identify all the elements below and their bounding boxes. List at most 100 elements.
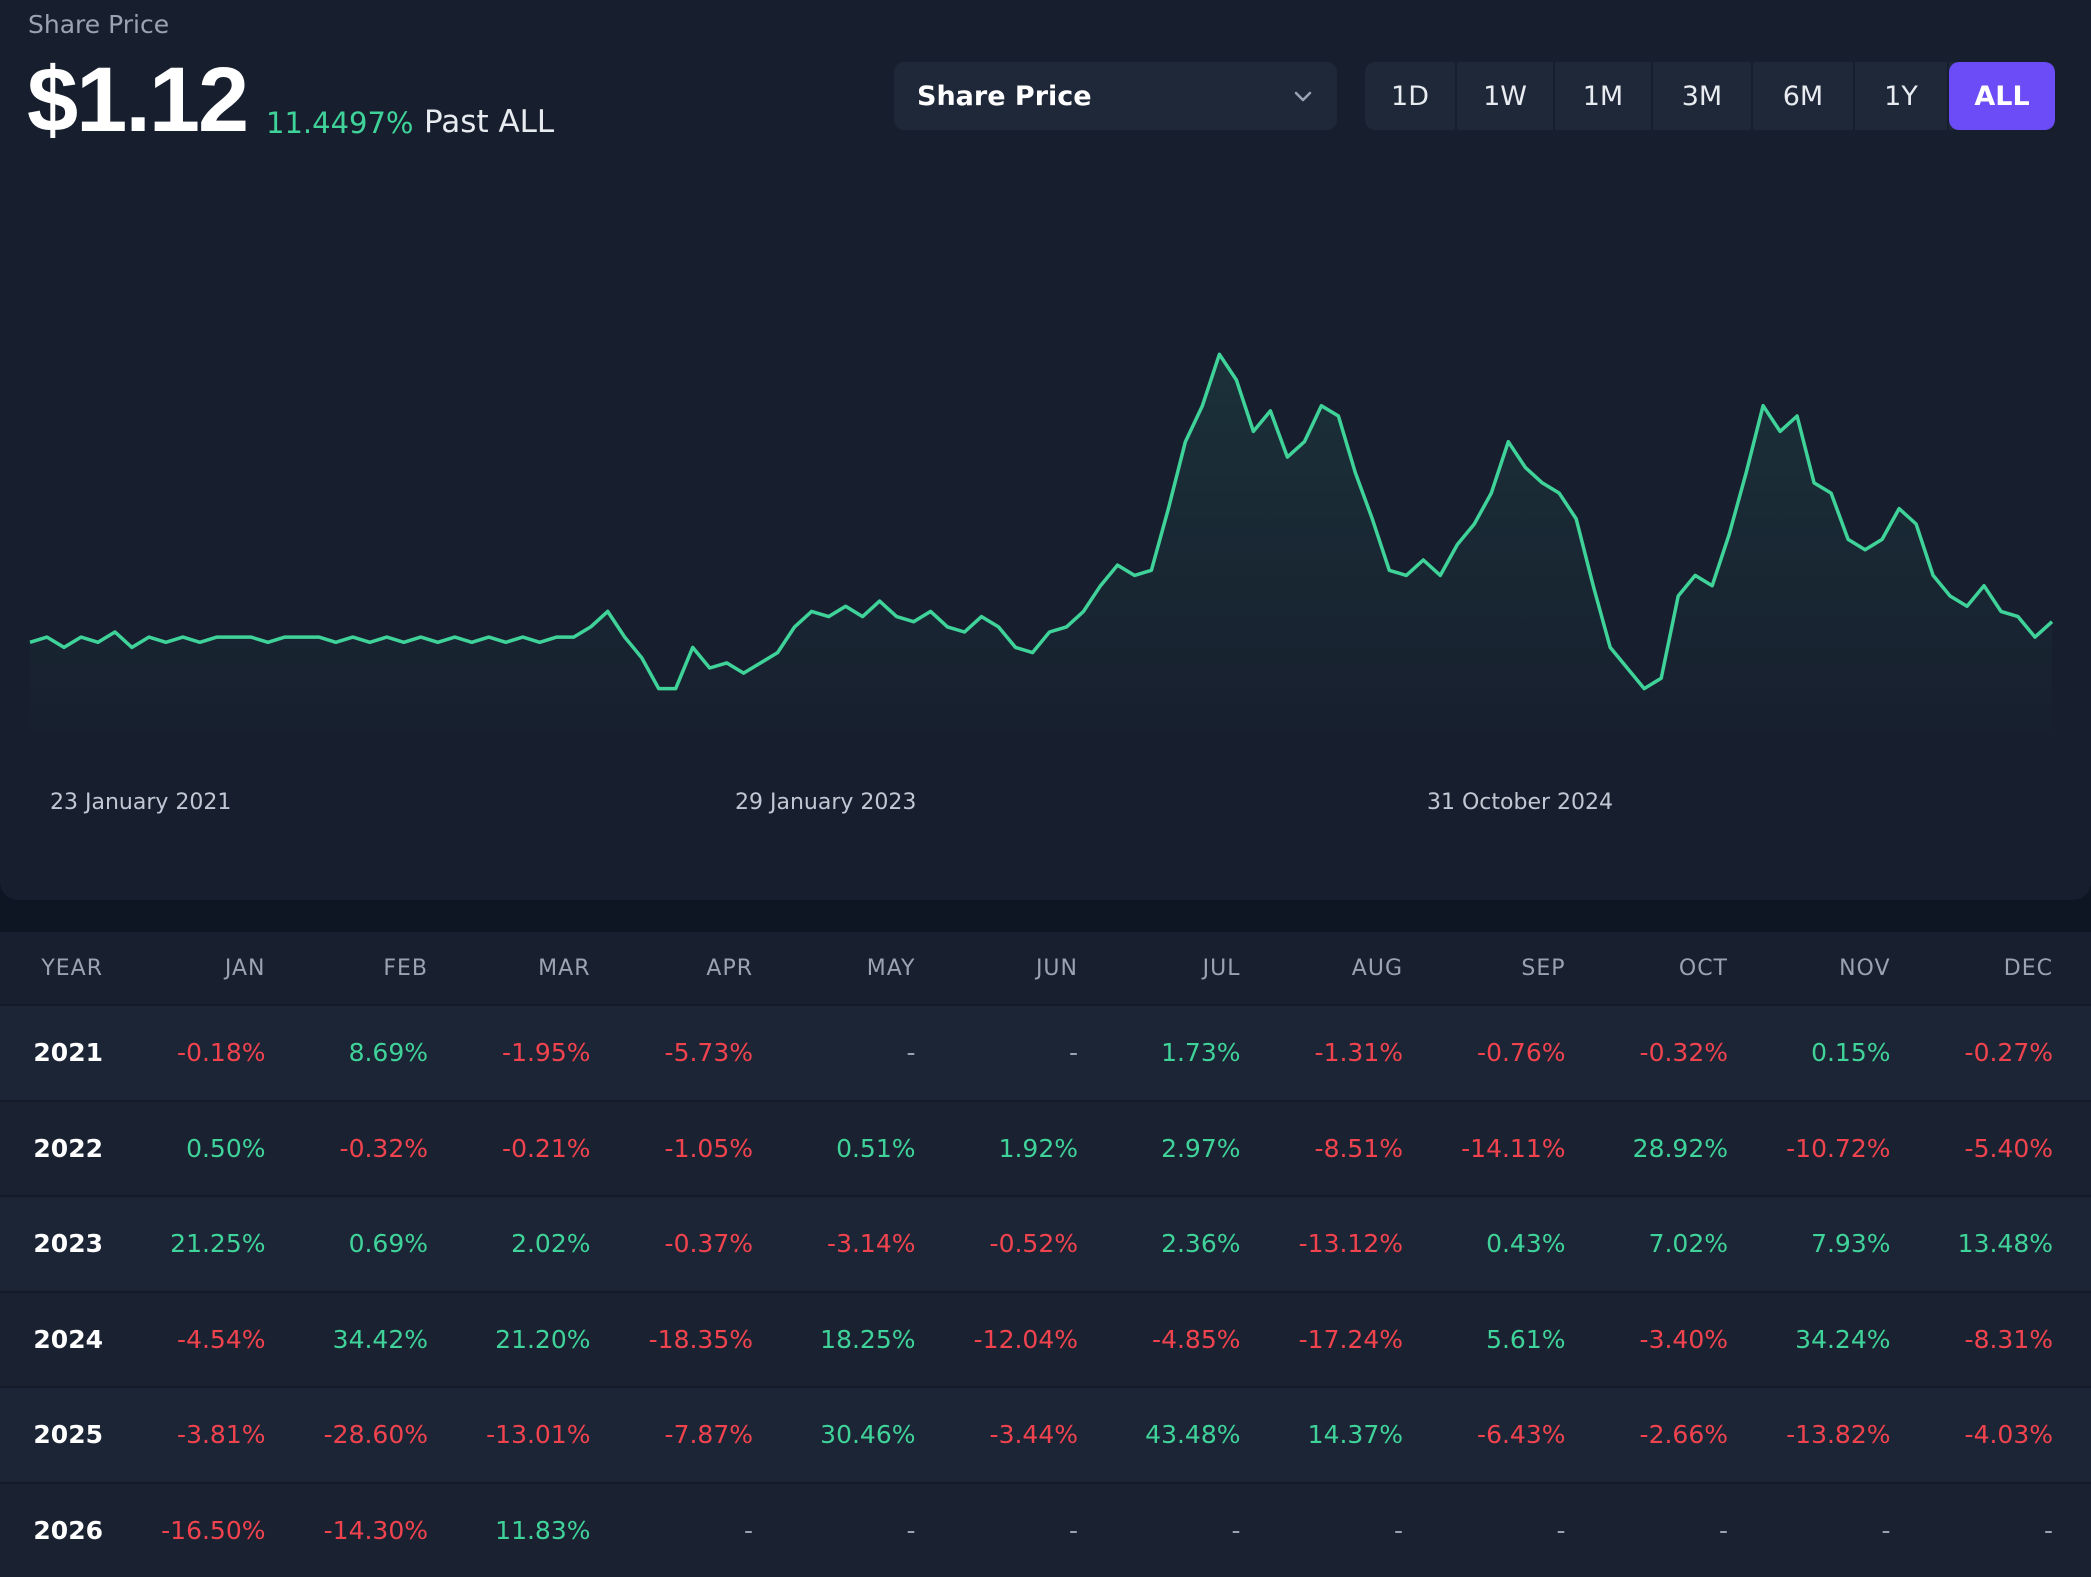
year-cell: 2024	[0, 1325, 103, 1354]
return-cell: -	[1403, 1516, 1566, 1545]
header-month: MAR	[428, 956, 591, 981]
header-month: JUN	[916, 956, 1079, 981]
return-cell: 13.48%	[1891, 1229, 2054, 1258]
return-cell: -10.72%	[1728, 1134, 1891, 1163]
table-row: 2025-3.81%-28.60%-13.01%-7.87%30.46%-3.4…	[0, 1386, 2091, 1482]
return-cell: -0.32%	[1566, 1038, 1729, 1067]
return-cell: 0.50%	[103, 1134, 266, 1163]
return-cell: -0.37%	[591, 1229, 754, 1258]
header-month: JUL	[1078, 956, 1241, 981]
header-month: OCT	[1566, 956, 1729, 981]
share-price-chart: 23 January 2021 29 January 2023 31 Octob…	[0, 180, 2091, 830]
return-cell: 5.61%	[1403, 1325, 1566, 1354]
return-cell: 21.25%	[103, 1229, 266, 1258]
return-cell: 21.20%	[428, 1325, 591, 1354]
return-cell: -	[753, 1038, 916, 1067]
return-cell: -13.12%	[1241, 1229, 1404, 1258]
range-1y-button[interactable]: 1Y	[1855, 62, 1949, 130]
metric-dropdown-value: Share Price	[917, 81, 1092, 112]
return-cell: -6.43%	[1403, 1420, 1566, 1449]
chart-area-fill	[30, 354, 2052, 740]
return-cell: -0.52%	[916, 1229, 1079, 1258]
year-cell: 2026	[0, 1516, 103, 1545]
header-year: YEAR	[0, 956, 103, 981]
return-cell: -4.03%	[1891, 1420, 2054, 1449]
return-cell: -0.32%	[266, 1134, 429, 1163]
monthly-returns-table: YEAR JAN FEB MAR APR MAY JUN JUL AUG SEP…	[0, 932, 2091, 1566]
return-cell: 14.37%	[1241, 1420, 1404, 1449]
return-cell: -17.24%	[1241, 1325, 1404, 1354]
year-cell: 2022	[0, 1134, 103, 1163]
range-1m-button[interactable]: 1M	[1555, 62, 1653, 130]
return-cell: -8.51%	[1241, 1134, 1404, 1163]
return-cell: -5.73%	[591, 1038, 754, 1067]
return-cell: -0.18%	[103, 1038, 266, 1067]
return-cell: -0.76%	[1403, 1038, 1566, 1067]
return-cell: -	[1241, 1516, 1404, 1545]
return-cell: 7.93%	[1728, 1229, 1891, 1258]
return-cell: -0.21%	[428, 1134, 591, 1163]
return-cell: -3.40%	[1566, 1325, 1729, 1354]
range-all-button[interactable]: ALL	[1949, 62, 2055, 130]
header-month: SEP	[1403, 956, 1566, 981]
return-cell: -	[591, 1516, 754, 1545]
range-1d-button[interactable]: 1D	[1365, 62, 1457, 130]
header-month: APR	[591, 956, 754, 981]
return-cell: -28.60%	[266, 1420, 429, 1449]
return-cell: -3.14%	[753, 1229, 916, 1258]
return-cell: 11.83%	[428, 1516, 591, 1545]
return-cell: -7.87%	[591, 1420, 754, 1449]
return-cell: -	[1891, 1516, 2054, 1545]
x-tick-label: 29 January 2023	[735, 790, 916, 815]
return-cell: 2.97%	[1078, 1134, 1241, 1163]
return-cell: -	[753, 1516, 916, 1545]
chevron-down-icon	[1291, 84, 1315, 108]
return-cell: -18.35%	[591, 1325, 754, 1354]
return-cell: 34.42%	[266, 1325, 429, 1354]
table-body: 2021-0.18%8.69%-1.95%-5.73%--1.73%-1.31%…	[0, 1004, 2091, 1577]
table-header-row: YEAR JAN FEB MAR APR MAY JUN JUL AUG SEP…	[0, 932, 2091, 1004]
return-cell: -0.27%	[1891, 1038, 2054, 1067]
return-cell: 8.69%	[266, 1038, 429, 1067]
period-label: Past ALL	[424, 104, 554, 140]
header-month: AUG	[1241, 956, 1404, 981]
return-cell: -13.01%	[428, 1420, 591, 1449]
return-cell: 0.51%	[753, 1134, 916, 1163]
return-cell: 43.48%	[1078, 1420, 1241, 1449]
return-cell: -1.95%	[428, 1038, 591, 1067]
header-month: MAY	[753, 956, 916, 981]
return-cell: -1.05%	[591, 1134, 754, 1163]
return-cell: -3.44%	[916, 1420, 1079, 1449]
return-cell: -1.31%	[1241, 1038, 1404, 1067]
metric-dropdown[interactable]: Share Price	[894, 62, 1337, 130]
return-cell: 0.43%	[1403, 1229, 1566, 1258]
return-cell: 30.46%	[753, 1420, 916, 1449]
return-cell: 0.69%	[266, 1229, 429, 1258]
return-cell: -14.30%	[266, 1516, 429, 1545]
x-tick-label: 31 October 2024	[1427, 790, 1613, 815]
return-cell: -13.82%	[1728, 1420, 1891, 1449]
range-6m-button[interactable]: 6M	[1753, 62, 1855, 130]
return-cell: -12.04%	[916, 1325, 1079, 1354]
return-cell: -4.85%	[1078, 1325, 1241, 1354]
range-selector: 1D 1W 1M 3M 6M 1Y ALL	[1365, 62, 2055, 130]
return-cell: 34.24%	[1728, 1325, 1891, 1354]
return-cell: 2.02%	[428, 1229, 591, 1258]
return-cell: -	[1728, 1516, 1891, 1545]
range-1w-button[interactable]: 1W	[1457, 62, 1555, 130]
return-cell: 1.92%	[916, 1134, 1079, 1163]
range-3m-button[interactable]: 3M	[1653, 62, 1753, 130]
return-cell: 28.92%	[1566, 1134, 1729, 1163]
return-cell: -8.31%	[1891, 1325, 2054, 1354]
return-cell: 1.73%	[1078, 1038, 1241, 1067]
return-cell: -4.54%	[103, 1325, 266, 1354]
return-cell: -	[916, 1516, 1079, 1545]
return-cell: -	[1078, 1516, 1241, 1545]
share-price-card: Share Price $1.12 11.4497% Past ALL Shar…	[0, 0, 2091, 900]
return-cell: 18.25%	[753, 1325, 916, 1354]
card-title: Share Price	[28, 10, 169, 39]
table-row: 2021-0.18%8.69%-1.95%-5.73%--1.73%-1.31%…	[0, 1004, 2091, 1100]
header-month: FEB	[266, 956, 429, 981]
return-cell: -3.81%	[103, 1420, 266, 1449]
